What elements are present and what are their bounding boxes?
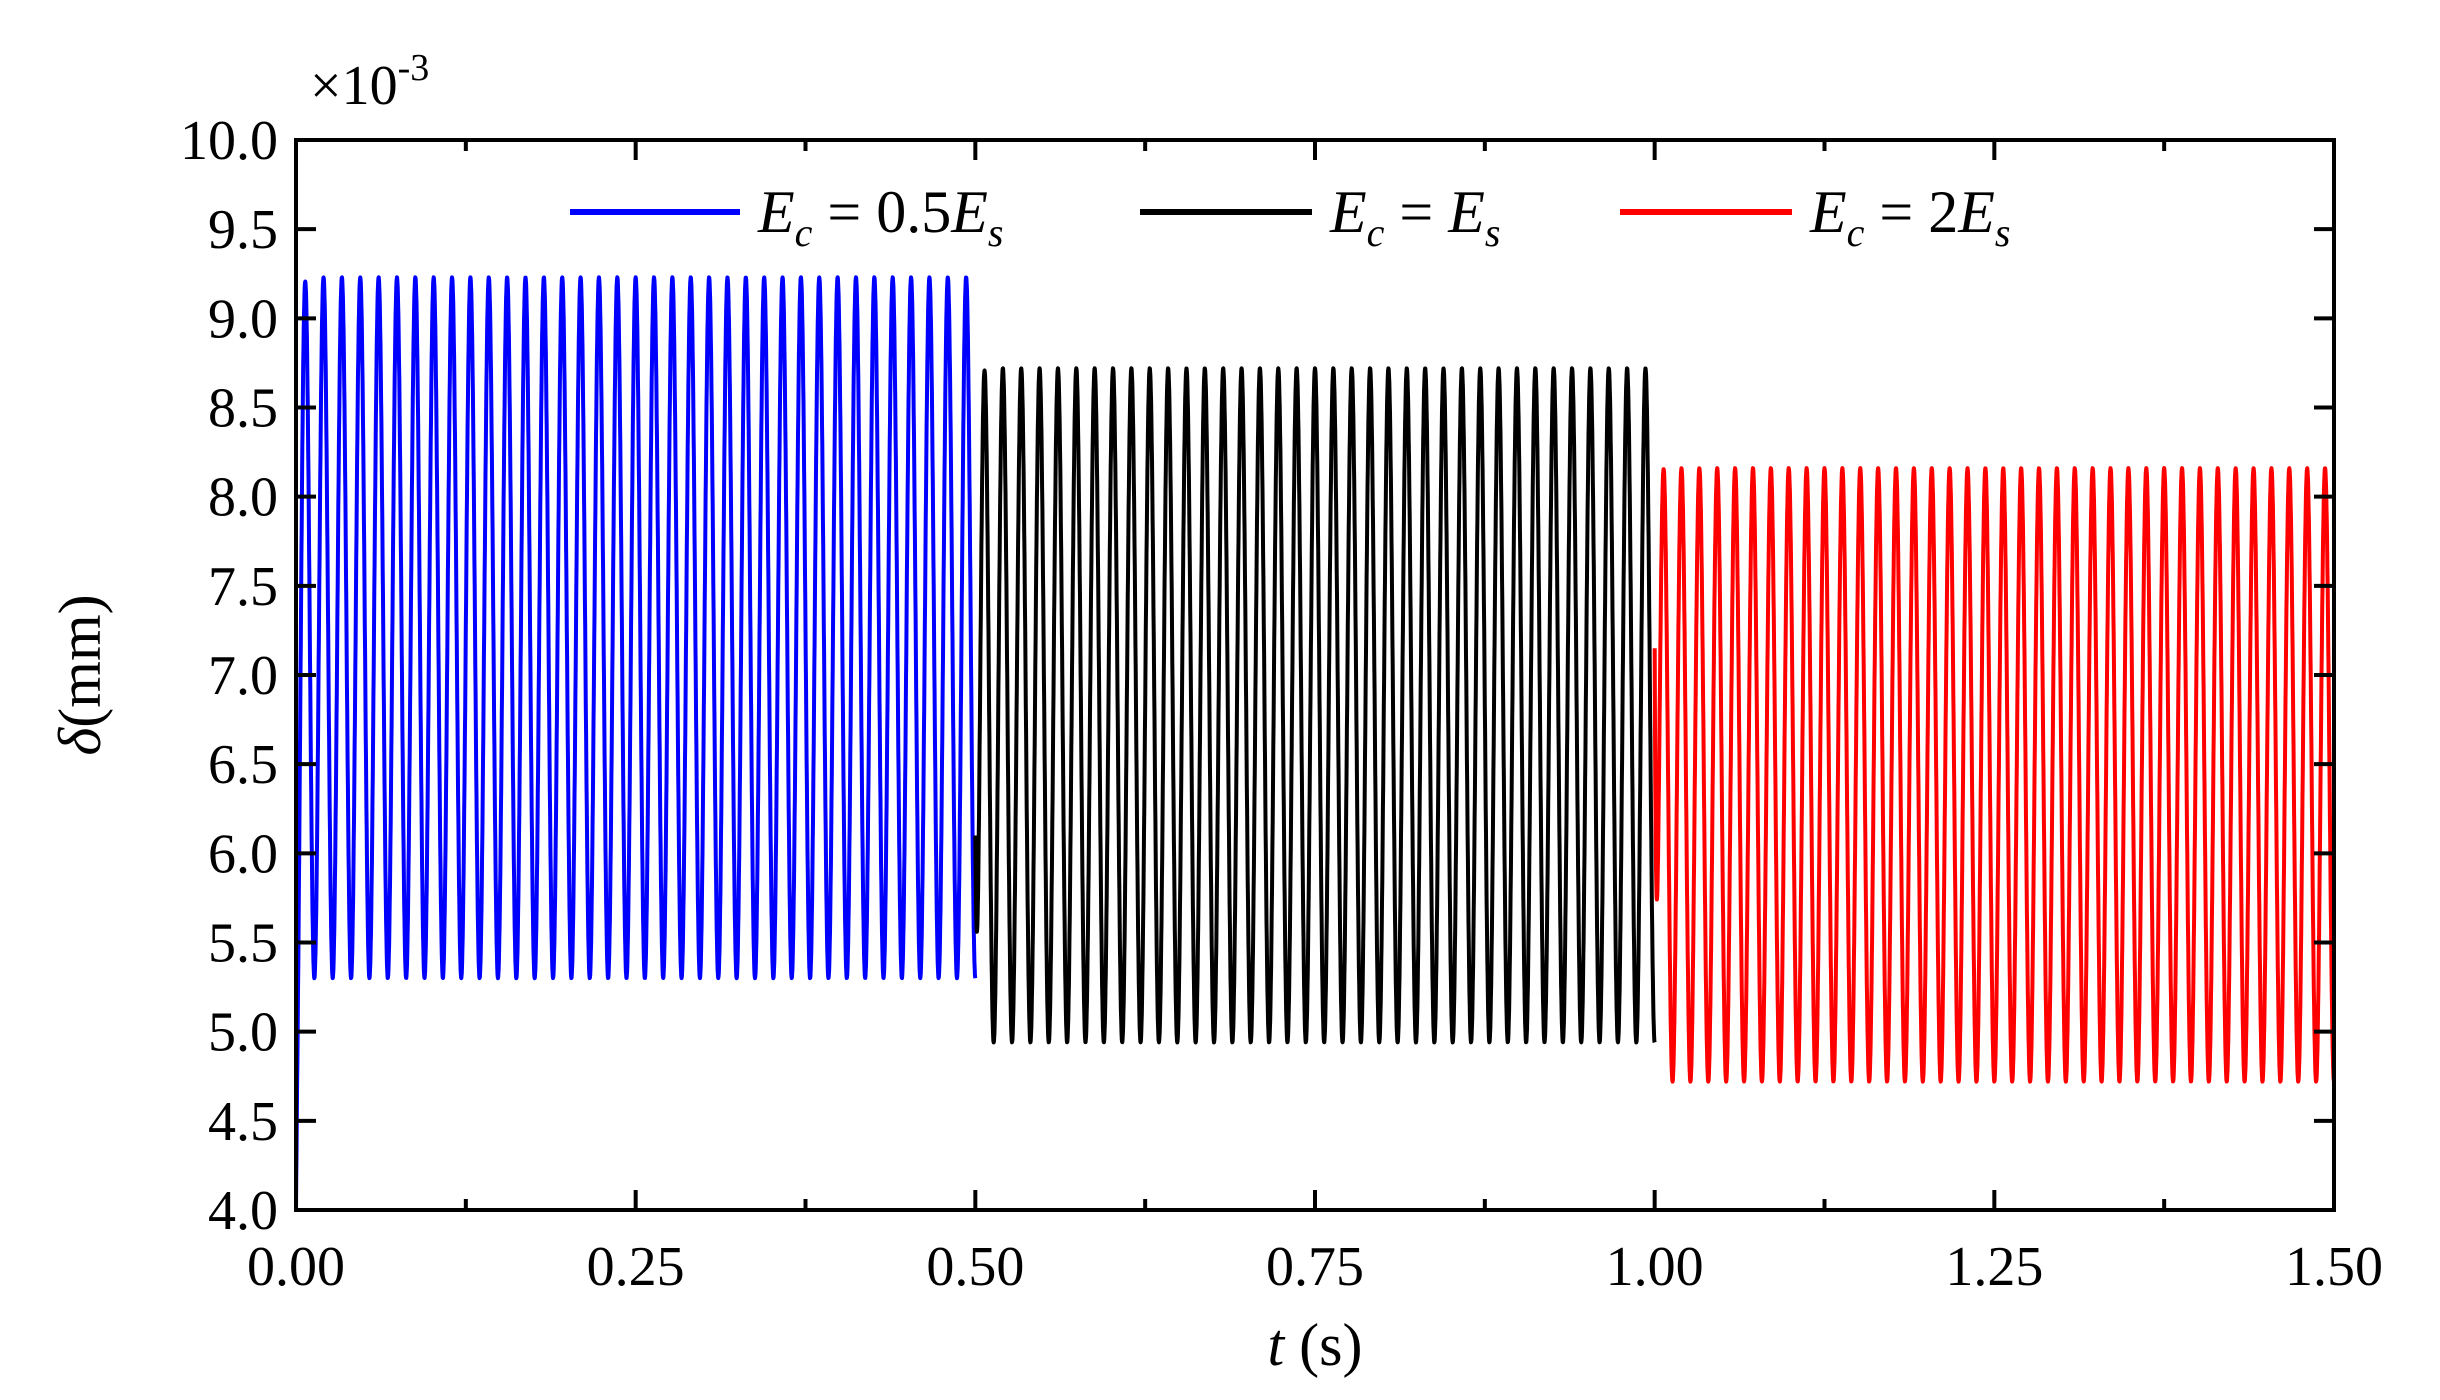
tick-layer: 0.00 0.25 0.50 0.75 1.00 1.25 1.50 4.0 4.5 5.0 5.5… <box>180 110 2383 1298</box>
y-axis-multiplier: ×10-3 <box>310 47 429 117</box>
series-2-line <box>1652 466 2336 1084</box>
y-tick-label: 7.0 <box>208 645 278 707</box>
y-tick-label: 7.5 <box>208 556 278 618</box>
x-tick-label: 0.00 <box>247 1236 345 1298</box>
y-axis-title: δ(mm) <box>47 594 113 755</box>
y-tick-label: 4.5 <box>208 1091 278 1153</box>
y-tick-label: 5.5 <box>208 913 278 975</box>
y-axis-symbol: δ <box>47 727 113 756</box>
y-multiplier-exponent: -3 <box>398 47 430 89</box>
x-tick-label: 1.25 <box>1945 1236 2043 1298</box>
legend-label-series-1: Ec = Es <box>1329 179 1501 255</box>
y-tick-label: 8.0 <box>208 467 278 529</box>
legend-label-series-0: Ec = 0.5Es <box>757 179 1004 255</box>
y-multiplier-base: ×10 <box>310 55 398 117</box>
x-tick-label: 0.50 <box>926 1236 1024 1298</box>
y-tick-label: 8.5 <box>208 378 278 440</box>
x-tick-label: 0.25 <box>587 1236 685 1298</box>
y-tick-label: 6.5 <box>208 734 278 796</box>
legend: Ec = 0.5Es Ec = Es Ec = 2Es <box>570 179 2011 255</box>
y-axis-unit: (mm) <box>47 594 113 727</box>
y-tick-label: 6.0 <box>208 823 278 885</box>
y-tick-label: 5.0 <box>208 1002 278 1064</box>
x-tick-label: 1.50 <box>2285 1236 2383 1298</box>
x-axis-symbol: t <box>1268 1312 1286 1378</box>
x-tick-label: 1.00 <box>1606 1236 1704 1298</box>
series-0-line <box>294 275 978 1211</box>
series-layer <box>294 275 2336 1211</box>
x-axis-unit: (s) <box>1284 1312 1362 1378</box>
x-tick-label: 0.75 <box>1266 1236 1364 1298</box>
y-tick-label: 4.0 <box>208 1180 278 1242</box>
y-tick-label: 9.0 <box>208 288 278 350</box>
legend-label-series-2: Ec = 2Es <box>1809 179 2011 255</box>
y-tick-label: 10.0 <box>180 110 278 172</box>
y-tick-label: 9.5 <box>208 199 278 261</box>
x-axis-title: t (s) <box>1268 1312 1363 1378</box>
series-1-line <box>973 366 1657 1045</box>
